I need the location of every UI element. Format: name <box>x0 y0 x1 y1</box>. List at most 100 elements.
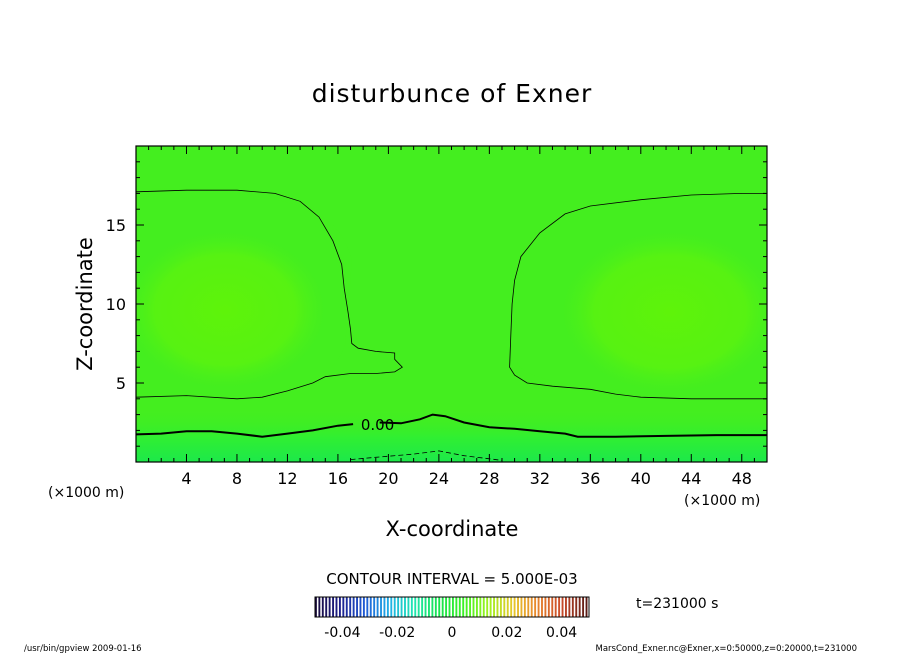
contour-lines <box>136 189 767 461</box>
colorbar-cell <box>369 597 372 617</box>
y-tick-labels: 5 10 15 <box>106 216 126 393</box>
field-core-left <box>136 232 325 388</box>
colorbar-cell <box>318 597 321 617</box>
contour-label: 0.00 <box>361 416 394 434</box>
colorbar-cell <box>465 597 468 617</box>
colorbar-cell <box>359 597 362 617</box>
colorbar-cell <box>452 597 454 617</box>
colorbar-cell <box>568 597 571 617</box>
colorbar-cell <box>410 597 413 617</box>
colorbar-cell <box>534 597 537 617</box>
colorbar-cell <box>517 597 519 617</box>
colorbar-cell <box>469 597 472 617</box>
colorbar-cell <box>499 597 502 617</box>
colorbar-cell <box>575 597 578 617</box>
time-label: t=231000 s <box>636 596 718 612</box>
colorbar-cell <box>554 597 557 617</box>
x-tick-label: 16 <box>328 469 348 488</box>
x-tick-label: 44 <box>681 469 701 488</box>
colorbar-cell <box>506 597 509 617</box>
x-tick-label: 36 <box>580 469 600 488</box>
contour-line-3 <box>379 413 767 438</box>
x-unit-left: (×1000 m) <box>48 485 124 501</box>
colorbar-cell <box>321 597 324 617</box>
colorbar <box>315 597 588 617</box>
colorbar-cell <box>489 597 492 617</box>
colorbar-cell <box>458 597 461 617</box>
colorbar-cell <box>349 597 352 617</box>
colorbar-cell <box>496 597 499 617</box>
colorbar-cell <box>356 597 358 617</box>
colorbar-cell <box>441 597 444 617</box>
colorbar-tick-label: 0 <box>448 625 457 641</box>
colorbar-tick-label: -0.04 <box>324 625 360 641</box>
colorbar-cell <box>414 597 417 617</box>
x-tick-label: 8 <box>232 469 242 488</box>
colorbar-cell <box>472 597 475 617</box>
colorbar-cell <box>421 597 424 617</box>
y-tick-label: 15 <box>106 216 126 235</box>
x-tick-label: 48 <box>732 469 752 488</box>
colorbar-cell <box>445 597 448 617</box>
colorbar-cell <box>561 597 564 617</box>
colorbar-tick-label: -0.02 <box>379 625 415 641</box>
colorbar-cell <box>342 597 345 617</box>
colorbar-cell <box>332 597 335 617</box>
footer-left: /usr/bin/gpview 2009-01-16 <box>24 644 142 654</box>
colorbar-cell <box>585 597 588 617</box>
colorbar-cell <box>345 597 348 617</box>
colorbar-cell <box>448 597 451 617</box>
x-tick-label: 28 <box>479 469 499 488</box>
colorbar-cell <box>376 597 379 617</box>
colorbar-cell <box>513 597 516 617</box>
colorbar-cell <box>523 597 526 617</box>
colorbar-cell <box>558 597 561 617</box>
colorbar-tick-labels: -0.04 -0.02 0 0.02 0.04 <box>324 625 577 641</box>
x-axis-label: X-coordinate <box>386 517 519 541</box>
colorbar-cell <box>486 597 489 617</box>
colorbar-cell <box>400 597 403 617</box>
x-tick-label: 40 <box>631 469 651 488</box>
colorbar-cell <box>373 597 376 617</box>
colorbar-cell <box>438 597 441 617</box>
y-axis-label: Z-coordinate <box>73 237 97 371</box>
colorbar-cell <box>571 597 574 617</box>
colorbar-cell <box>428 597 430 617</box>
colorbar-cell <box>493 597 495 617</box>
colorbar-cell <box>383 597 386 617</box>
colorbar-cell <box>335 597 338 617</box>
colorbar-cell <box>362 597 365 617</box>
colorbar-cell <box>462 597 465 617</box>
colorbar-cell <box>530 597 533 617</box>
colorbar-cell <box>455 597 458 617</box>
colorbar-cell <box>578 597 581 617</box>
colorbar-cell <box>479 597 482 617</box>
colorbar-cell <box>547 597 550 617</box>
colorbar-cell <box>551 597 554 617</box>
y-tick-label: 5 <box>116 374 126 393</box>
x-tick-labels: 4 8 12 16 20 24 28 32 36 40 44 48 <box>181 469 752 488</box>
colorbar-cell <box>417 597 420 617</box>
x-tick-label: 20 <box>378 469 398 488</box>
colorbar-cell <box>424 597 427 617</box>
colorbar-cell <box>380 597 382 617</box>
colorbar-cell <box>386 597 389 617</box>
colorbar-cell <box>407 597 410 617</box>
colorbar-cell <box>397 597 400 617</box>
contour-line-1 <box>509 193 767 400</box>
colorbar-cell <box>537 597 540 617</box>
colorbar-cell <box>404 597 406 617</box>
colorbar-cell <box>325 597 328 617</box>
colorbar-cell <box>393 597 396 617</box>
x-tick-label: 24 <box>429 469 449 488</box>
colorbar-tick-label: 0.04 <box>546 625 577 641</box>
colorbar-cell <box>503 597 506 617</box>
field-core-right <box>562 232 767 392</box>
colorbar-cell <box>510 597 513 617</box>
x-tick-label: 12 <box>277 469 297 488</box>
x-unit-right: (×1000 m) <box>684 493 760 509</box>
colorbar-cell <box>544 597 547 617</box>
colorbar-cell <box>338 597 341 617</box>
contour-line-0 <box>136 189 403 400</box>
